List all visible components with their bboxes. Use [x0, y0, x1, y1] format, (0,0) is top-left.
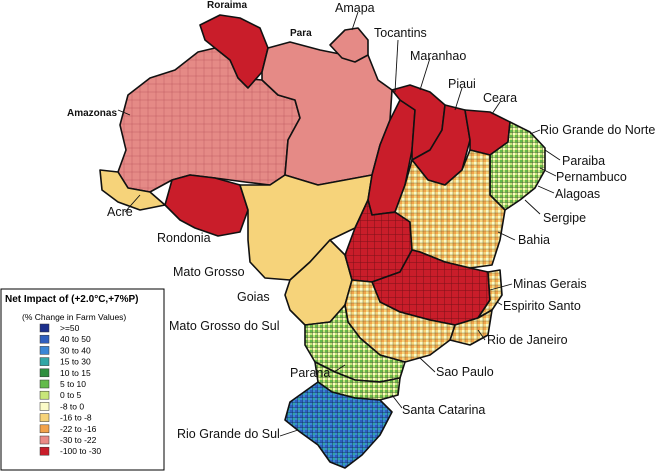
label-para: Para	[290, 28, 312, 39]
legend-label: >=50	[60, 323, 80, 333]
label-pernambuco: Pernambuco	[556, 170, 627, 184]
label-rio-grande-do-sul: Rio Grande do Sul	[177, 427, 280, 441]
legend-swatch	[39, 357, 50, 366]
legend: Net Impact of (+2.0°C,+7%P) (% Change in…	[0, 288, 165, 471]
legend-swatch	[39, 402, 50, 411]
legend-title: Net Impact of (+2.0°C,+7%P)	[5, 294, 138, 305]
label-bahia: Bahia	[518, 233, 550, 247]
label-piaui: Piaui	[448, 77, 476, 91]
label-mato-grosso-do-sul: Mato Grosso do Sul	[169, 319, 279, 333]
pointer-ceara	[491, 101, 501, 115]
state-labels: Roraima Para Amapa Tocantins Maranhao Pi…	[67, 0, 655, 441]
legend-box	[0, 288, 165, 471]
label-alagoas: Alagoas	[555, 187, 600, 201]
pointer-rgs	[279, 429, 299, 437]
legend-swatch	[39, 334, 50, 344]
pointer-alagoas	[537, 185, 555, 194]
legend-label: 40 to 50	[60, 334, 91, 344]
pointer-parana	[333, 364, 346, 373]
pointer-sergipe	[524, 199, 541, 215]
pointer-rio	[477, 329, 486, 341]
pointer-rgn	[529, 129, 541, 135]
pointer-piaui	[454, 87, 463, 111]
pointer-amazonas	[117, 109, 131, 116]
legend-swatch	[39, 390, 50, 400]
pointer-tocantins	[394, 39, 399, 93]
legend-label: -100 to -30	[60, 446, 101, 456]
pointer-maranhao	[419, 57, 431, 91]
pointer-sao-paulo	[419, 357, 436, 373]
label-acre: Acre	[107, 205, 133, 219]
legend-swatch	[39, 379, 50, 389]
label-mato-grosso: Mato Grosso	[173, 265, 245, 279]
legend-label: -16 to -8	[60, 413, 92, 423]
label-tocantins: Tocantins	[374, 26, 427, 40]
label-roraima: Roraima	[207, 0, 247, 11]
label-ceara: Ceara	[483, 91, 517, 105]
pointer-pernambuco	[539, 167, 557, 177]
label-rondonia: Rondonia	[157, 231, 211, 245]
legend-label: -30 to -22	[60, 435, 97, 445]
label-sergipe: Sergipe	[543, 211, 586, 225]
pointer-bahia	[497, 231, 516, 241]
legend-label: 30 to 40	[60, 345, 91, 355]
legend-swatch	[39, 323, 50, 333]
label-maranhao: Maranhao	[410, 49, 466, 63]
pointer-minas	[489, 283, 513, 291]
label-santa-catarina: Santa Catarina	[402, 403, 485, 417]
legend-swatch	[39, 435, 50, 445]
region-rondonia	[164, 174, 249, 237]
legend-swatch	[39, 368, 50, 378]
label-rio-grande-do-norte: Rio Grande do Norte	[540, 123, 655, 137]
legend-label: 5 to 10	[60, 379, 86, 389]
legend-label: -8 to 0	[60, 401, 84, 411]
pointer-santa-catarina	[391, 394, 403, 409]
label-paraiba: Paraiba	[562, 154, 605, 168]
legend-label: -22 to -16	[60, 424, 97, 434]
legend-label: 0 to 5	[60, 390, 82, 400]
label-goias: Goias	[237, 290, 270, 304]
legend-swatch	[39, 346, 50, 355]
label-amapa: Amapa	[335, 1, 375, 15]
legend-swatch	[39, 446, 50, 456]
legend-swatch	[39, 413, 50, 422]
region-mato-grosso	[239, 174, 373, 281]
pointer-paraiba	[544, 149, 561, 161]
pointer-acre	[124, 194, 141, 213]
label-parana: Parana	[290, 366, 330, 380]
state-regions	[99, 14, 546, 469]
legend-swatch	[39, 424, 50, 434]
label-minas-gerais: Minas Gerais	[513, 277, 587, 291]
region-amapa	[329, 27, 369, 63]
label-sao-paulo: Sao Paulo	[436, 365, 494, 379]
legend-subtitle: (% Change in Farm Values)	[22, 312, 126, 322]
label-amazonas: Amazonas	[67, 108, 117, 119]
label-espirito-santo: Espirito Santo	[503, 299, 581, 313]
region-rio-grande-do-sul	[284, 381, 393, 469]
legend-label: 15 to 30	[60, 357, 91, 367]
region-roraima	[199, 14, 269, 89]
region-northeast-coast	[489, 121, 546, 211]
pointer-espirito	[496, 301, 503, 306]
label-pointer-lines	[117, 11, 561, 437]
pointer-amapa	[351, 11, 359, 31]
label-rio-de-janeiro: Rio de Janeiro	[487, 333, 568, 347]
legend-label: 10 to 15	[60, 368, 91, 378]
